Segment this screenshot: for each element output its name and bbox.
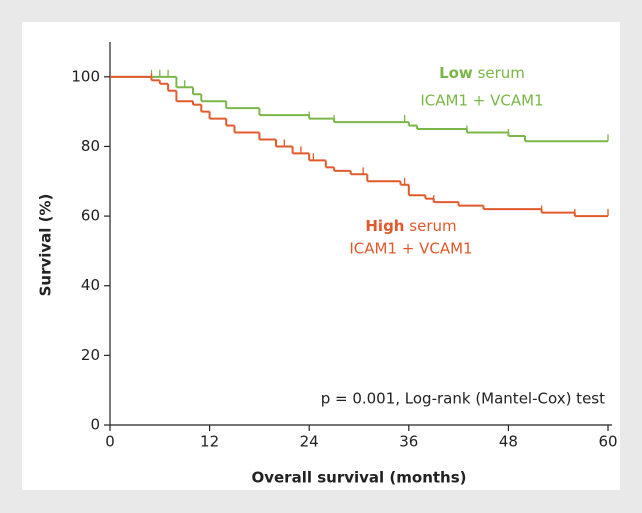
series-name-rest: serum	[478, 64, 525, 82]
x-tick-label: 60	[598, 433, 617, 451]
y-tick-label: 40	[81, 276, 100, 294]
x-tick-label: 12	[200, 433, 219, 451]
series-subname: ICAM1 + VCAM1	[420, 92, 543, 110]
annotation: p = 0.001, Log-rank (Mantel-Cox) test	[321, 390, 605, 408]
y-tick-label: 100	[71, 67, 100, 85]
y-axis-label: Survival (%)	[37, 194, 55, 297]
x-tick-label: 48	[499, 433, 518, 451]
y-tick-label: 80	[81, 137, 100, 155]
series-name: Low	[439, 64, 473, 82]
panel	[22, 22, 620, 490]
series-subname: ICAM1 + VCAM1	[349, 240, 472, 258]
x-tick-label: 24	[300, 433, 319, 451]
y-tick-label: 60	[81, 207, 100, 225]
series-name-rest: serum	[409, 217, 456, 235]
series-label: High serum	[365, 217, 456, 235]
series-name: High	[365, 217, 404, 235]
x-axis-label: Overall survival (months)	[251, 469, 466, 487]
y-tick-label: 20	[81, 346, 100, 364]
x-tick-label: 36	[399, 433, 418, 451]
x-tick-label: 0	[105, 433, 115, 451]
series-label: Low serum	[439, 64, 525, 82]
y-tick-label: 0	[90, 416, 100, 434]
